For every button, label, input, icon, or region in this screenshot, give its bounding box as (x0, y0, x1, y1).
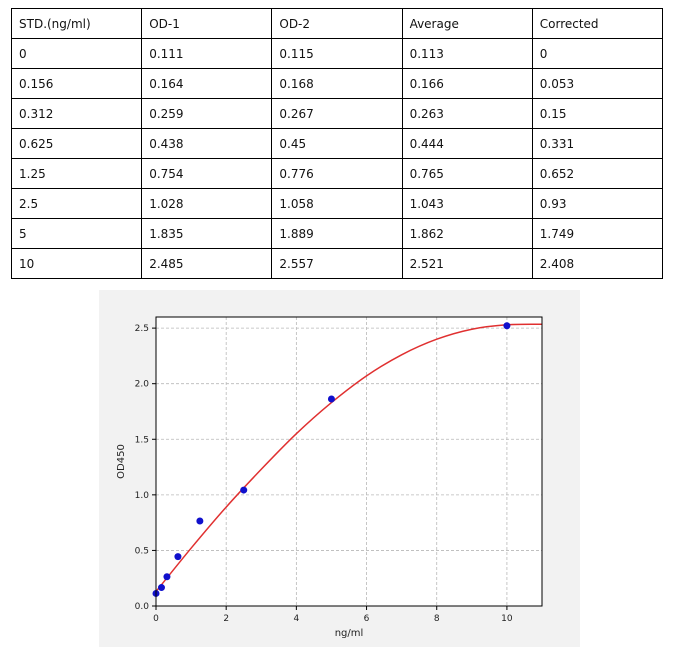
cell-od2: 0.45 (271, 128, 403, 159)
cell-std: 0.312 (10, 98, 143, 129)
cell-corrected: 0 (531, 38, 664, 69)
y-tick-label: 1.5 (135, 435, 149, 445)
cell-average: 2.521 (401, 248, 533, 279)
table-row: 10 2.485 2.557 2.521 2.408 (10, 248, 664, 279)
data-point (503, 322, 511, 330)
column-header-od2: OD-2 (271, 8, 403, 39)
cell-average: 0.444 (401, 128, 533, 159)
y-tick-label: 2.0 (135, 380, 150, 390)
cell-average: 0.263 (401, 98, 533, 129)
data-point (327, 395, 335, 403)
standard-curve-table: STD.(ng/ml) OD-1 OD-2 Average Corrected … (10, 8, 664, 279)
table-row: 2.5 1.028 1.058 1.043 0.93 (10, 188, 664, 219)
cell-od1: 1.835 (141, 218, 273, 249)
x-tick-label: 4 (293, 614, 299, 624)
x-tick-label: 6 (364, 614, 370, 624)
cell-od1: 0.164 (141, 68, 273, 99)
x-tick-label: 0 (153, 614, 159, 624)
cell-od2: 0.168 (271, 68, 403, 99)
cell-std: 0.156 (10, 68, 143, 99)
y-axis-label: OD450 (116, 444, 127, 479)
column-header-corrected: Corrected (531, 8, 664, 39)
y-tick-label: 0.5 (135, 546, 149, 556)
cell-od2: 1.058 (271, 188, 403, 219)
cell-std: 1.25 (10, 158, 143, 189)
fit-curve (155, 323, 543, 593)
cell-corrected: 0.15 (531, 98, 664, 129)
data-point (196, 517, 204, 525)
cell-average: 0.166 (401, 68, 533, 99)
cell-average: 0.113 (401, 38, 533, 69)
column-header-od1: OD-1 (141, 8, 273, 39)
axis-ticks: 0 2 4 6 8 10 0.0 0.5 1.0 1.5 2.0 2.5 (135, 324, 513, 624)
y-tick-label: 1.0 (135, 491, 150, 501)
cell-od1: 0.259 (141, 98, 273, 129)
y-tick-label: 2.5 (135, 324, 149, 334)
column-header-std: STD.(ng/ml) (10, 8, 143, 39)
x-axis-label: ng/ml (335, 628, 364, 639)
table-row: 0 0.111 0.115 0.113 0 (10, 38, 664, 69)
cell-corrected: 0.053 (531, 68, 664, 99)
cell-od1: 1.028 (141, 188, 273, 219)
plot-frame (155, 316, 543, 607)
cell-std: 0.625 (10, 128, 143, 159)
cell-corrected: 0.93 (531, 188, 664, 219)
cell-corrected: 0.652 (531, 158, 664, 189)
cell-od1: 2.485 (141, 248, 273, 279)
cell-std: 10 (10, 248, 143, 279)
cell-od1: 0.438 (141, 128, 273, 159)
table-body: 0 0.111 0.115 0.113 0 0.156 0.164 0.168 0.166 0.0… (10, 38, 664, 279)
data-point (240, 486, 248, 494)
data-point (174, 553, 182, 561)
cell-std: 2.5 (10, 188, 143, 219)
chart-panel: 0 2 4 6 8 10 0.0 0.5 1.0 1.5 2.0 2.5 ng/ml OD450 (99, 290, 580, 647)
cell-od2: 0.776 (271, 158, 403, 189)
standard-curve-chart: 0 2 4 6 8 10 0.0 0.5 1.0 1.5 2.0 2.5 ng/ml OD450 (116, 316, 543, 639)
cell-average: 1.043 (401, 188, 533, 219)
data-point (163, 573, 171, 581)
table-row: 5 1.835 1.889 1.862 1.749 (10, 218, 664, 249)
cell-average: 1.862 (401, 218, 533, 249)
table-header-row: STD.(ng/ml) OD-1 OD-2 Average Corrected (10, 8, 664, 39)
cell-corrected: 0.331 (531, 128, 664, 159)
x-tick-label: 8 (434, 614, 440, 624)
plot-area (156, 317, 542, 606)
cell-corrected: 1.749 (531, 218, 664, 249)
cell-od2: 1.889 (271, 218, 403, 249)
x-tick-label: 2 (223, 614, 229, 624)
cell-od2: 2.557 (271, 248, 403, 279)
data-point (157, 584, 165, 592)
cell-od1: 0.111 (141, 38, 273, 69)
cell-std: 0 (10, 38, 143, 69)
x-tick-label: 10 (501, 614, 513, 624)
table-row: 0.156 0.164 0.168 0.166 0.053 (10, 68, 664, 99)
cell-od1: 0.754 (141, 158, 273, 189)
table-row: 0.312 0.259 0.267 0.263 0.15 (10, 98, 664, 129)
column-header-average: Average (401, 8, 533, 39)
cell-od2: 0.115 (271, 38, 403, 69)
cell-average: 0.765 (401, 158, 533, 189)
table-row: 1.25 0.754 0.776 0.765 0.652 (10, 158, 664, 189)
cell-corrected: 2.408 (531, 248, 664, 279)
y-tick-label: 0.0 (135, 602, 150, 612)
table-row: 0.625 0.438 0.45 0.444 0.331 (10, 128, 664, 159)
cell-std: 5 (10, 218, 143, 249)
cell-od2: 0.267 (271, 98, 403, 129)
